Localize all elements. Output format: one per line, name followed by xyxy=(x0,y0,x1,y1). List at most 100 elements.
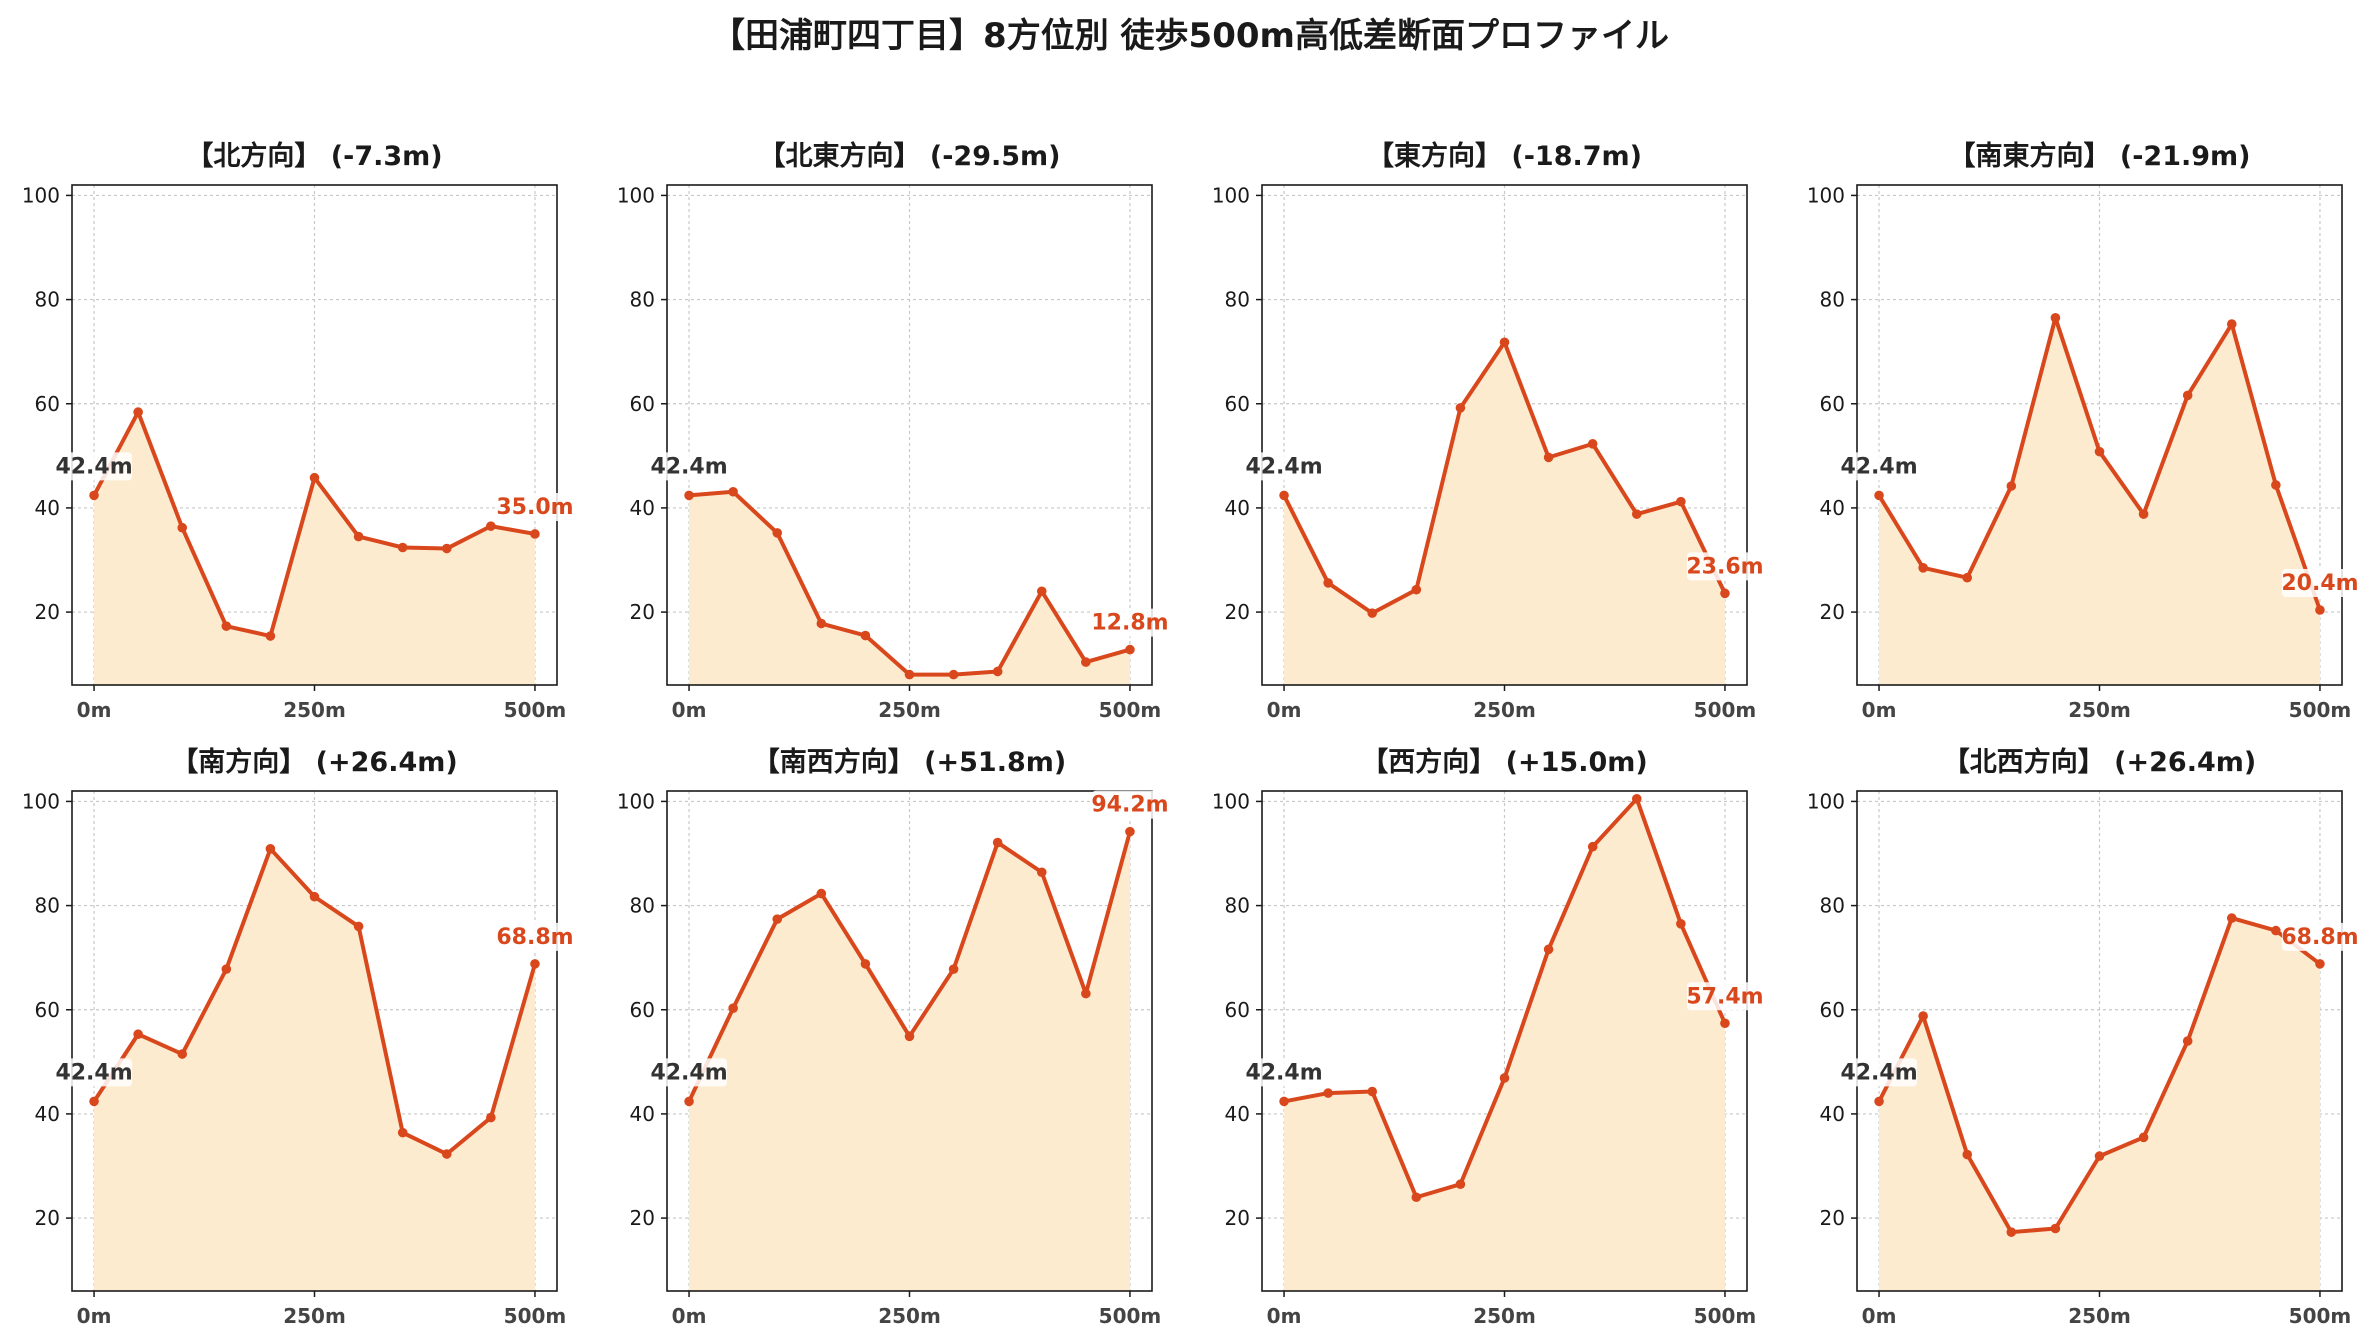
data-point xyxy=(860,959,871,969)
y-tick-label: 80 xyxy=(1820,894,1845,918)
start-label-box xyxy=(651,1058,728,1087)
data-point xyxy=(397,1127,408,1138)
plot-area: 【南方向】 (+26.4m) 20 40 60 80 100 0m 250m 500m 42.4m… xyxy=(22,746,574,1328)
y-tick-label: 60 xyxy=(35,392,60,416)
x-tick-label: 0m xyxy=(1862,698,1897,722)
y-tick-label: 60 xyxy=(35,998,60,1022)
data-point xyxy=(1323,1088,1333,1098)
end-label: 35.0m xyxy=(496,495,573,520)
x-tick-label: 250m xyxy=(1473,1304,1536,1328)
data-point xyxy=(1036,586,1047,597)
data-point xyxy=(904,1031,915,1042)
y-tick-label: 60 xyxy=(630,392,655,416)
data-point xyxy=(948,669,959,680)
data-point xyxy=(2315,959,2325,969)
x-tick-label: 500m xyxy=(1099,1304,1162,1328)
data-point xyxy=(728,1003,738,1013)
start-label-box xyxy=(1246,452,1323,481)
end-label-box xyxy=(1686,552,1763,581)
data-point xyxy=(772,914,783,924)
y-tick-label: 100 xyxy=(1212,789,1250,813)
elevation-area xyxy=(94,848,535,1291)
start-label-box xyxy=(1841,452,1918,481)
end-label: 57.4m xyxy=(1686,984,1763,1009)
data-point xyxy=(2006,481,2017,491)
data-point xyxy=(1125,644,1135,655)
x-tick-label: 250m xyxy=(878,698,941,722)
data-point xyxy=(89,490,99,501)
y-tick-label: 80 xyxy=(630,288,655,312)
data-point xyxy=(684,1096,694,1107)
y-tick-label: 40 xyxy=(1225,496,1250,520)
x-tick-label: 500m xyxy=(504,1304,567,1328)
profile-panel: 【東方向】 (-18.7m) 20 40 60 80 100 0m 250m 500m 42.4m… xyxy=(1190,125,1764,725)
plot-area: 【東方向】 (-18.7m) 20 40 60 80 100 0m 250m 500m 42.4m… xyxy=(1212,140,1764,722)
end-label-box xyxy=(1686,982,1763,1011)
data-point xyxy=(1279,490,1289,501)
data-point xyxy=(1411,584,1422,595)
profile-chart: 【南方向】 (+26.4m) 20 40 60 80 100 0m 250m 500m 42.4m… xyxy=(22,746,574,1328)
x-tick-label: 250m xyxy=(283,1304,346,1328)
chart-title: 【南方向】 (+26.4m) xyxy=(171,746,457,778)
data-point xyxy=(992,837,1003,848)
data-point xyxy=(1125,826,1135,837)
y-tick-label: 40 xyxy=(630,1102,655,1126)
data-point xyxy=(2050,313,2061,323)
data-point xyxy=(221,964,232,974)
start-label: 42.4m xyxy=(55,454,132,479)
data-point xyxy=(904,669,915,680)
data-point xyxy=(1631,509,1642,519)
plot-area: 【南東方向】 (-21.9m) 20 40 60 80 100 0m 250m 500m 42.4… xyxy=(1807,140,2359,722)
start-label-box xyxy=(1841,1058,1918,1087)
data-point xyxy=(1543,452,1554,463)
x-tick-label: 0m xyxy=(672,698,707,722)
data-point xyxy=(530,529,540,539)
data-point xyxy=(1874,490,1884,501)
data-point xyxy=(1720,1018,1730,1029)
data-point xyxy=(221,621,232,631)
end-label-box xyxy=(496,492,573,521)
elevation-area xyxy=(1879,918,2320,1291)
x-tick-label: 0m xyxy=(1862,1304,1897,1328)
data-point xyxy=(1081,988,1091,999)
end-label-box xyxy=(1091,608,1168,637)
start-label-box xyxy=(56,1058,133,1087)
y-tick-label: 100 xyxy=(22,789,60,813)
data-point xyxy=(1720,588,1730,599)
data-point xyxy=(397,542,408,553)
data-point xyxy=(2271,480,2281,490)
data-point xyxy=(816,888,827,899)
data-point xyxy=(2182,1036,2193,1046)
end-label: 68.8m xyxy=(2281,925,2358,950)
y-tick-label: 40 xyxy=(1225,1102,1250,1126)
x-tick-label: 0m xyxy=(1267,1304,1302,1328)
data-point xyxy=(441,1149,452,1159)
y-tick-label: 80 xyxy=(35,894,60,918)
data-point xyxy=(1323,578,1333,588)
y-tick-label: 20 xyxy=(1820,600,1845,624)
data-point xyxy=(309,472,320,483)
data-point xyxy=(2271,925,2281,936)
profile-panel: 【南西方向】 (+51.8m) 20 40 60 80 100 0m 250m 500m 42.4… xyxy=(595,731,1169,1331)
start-label: 42.4m xyxy=(650,1060,727,1085)
profile-chart: 【北東方向】 (-29.5m) 20 40 60 80 100 0m 250m 500m 42.4… xyxy=(617,140,1169,722)
end-label-box xyxy=(2281,569,2358,597)
data-point xyxy=(1367,1086,1378,1097)
x-tick-label: 250m xyxy=(878,1304,941,1328)
y-tick-label: 40 xyxy=(1820,496,1845,520)
x-tick-label: 500m xyxy=(1694,698,1757,722)
x-tick-label: 0m xyxy=(672,1304,707,1328)
y-tick-label: 20 xyxy=(630,600,655,624)
data-point xyxy=(1499,1073,1510,1083)
y-tick-label: 60 xyxy=(1820,998,1845,1022)
profile-panel: 【西方向】 (+15.0m) 20 40 60 80 100 0m 250m 500m 42.4m… xyxy=(1190,731,1764,1331)
chart-title: 【北方向】 (-7.3m) xyxy=(186,140,442,172)
start-label-box xyxy=(56,452,133,481)
y-tick-label: 40 xyxy=(1820,1102,1845,1126)
data-point xyxy=(2006,1227,2017,1237)
y-tick-label: 80 xyxy=(1225,288,1250,312)
data-point xyxy=(684,490,694,501)
elevation-area xyxy=(1284,798,1725,1291)
data-point xyxy=(860,630,871,641)
